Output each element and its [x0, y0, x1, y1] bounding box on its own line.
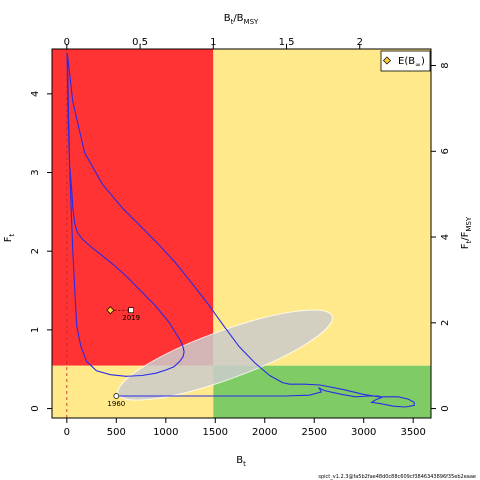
sustainable-zone [213, 365, 431, 418]
right-tick-label: 0 [440, 405, 451, 411]
marker-label-1960: 1960 [107, 400, 125, 408]
legend-diamond-icon [383, 56, 391, 65]
status-zones: 1960 2019 [52, 49, 431, 418]
x-tick-label: 1000 [153, 427, 178, 438]
right-tick-label: 2 [440, 320, 451, 326]
marker-1960 [113, 393, 120, 399]
x-tick-label: 3000 [351, 427, 376, 438]
top-axis-ticks: 0 0.5 1 1.5 2 [64, 37, 363, 49]
y-tick-label: 4 [30, 91, 41, 97]
x-tick-label: 0 [64, 427, 70, 438]
right-axis-label: Ft/FMSY [460, 216, 473, 249]
top-axis-label: Bt/BMSY [224, 13, 259, 26]
right-axis-ticks: 0 2 4 6 8 [431, 62, 451, 412]
right-tick-label: 6 [440, 148, 451, 154]
top-tick-label: 2 [357, 37, 363, 48]
top-tick-label: 1 [210, 37, 216, 48]
trajectory-series [66, 52, 415, 408]
x-tick-label: 1500 [203, 427, 228, 438]
marker-label-2019: 2019 [122, 314, 140, 322]
plot-frame [51, 48, 432, 419]
y-axis-ticks: 0 1 2 3 4 [30, 91, 52, 412]
y-tick-label: 3 [30, 169, 41, 175]
right-tick-label: 8 [440, 62, 451, 68]
y-tick-label: 2 [30, 248, 41, 254]
legend-label: E(B∞) [398, 56, 425, 69]
legend: E(B∞) [380, 50, 431, 72]
x-axis-ticks: 0 500 1000 1500 2000 2500 3000 3500 [64, 418, 426, 438]
y-tick-label: 0 [30, 405, 41, 411]
version-footer: spict_v1.2.3@fa5b2fae48d0c88c609cf384634… [318, 474, 476, 480]
legend-box [380, 50, 431, 72]
x-tick-label: 2000 [252, 427, 277, 438]
top-tick-label: 0 [64, 37, 70, 48]
marker-mean-biomass [106, 306, 115, 315]
x-tick-label: 3500 [400, 427, 425, 438]
markers-layer: 1960 2019 [106, 306, 140, 408]
x-axis-label: Bt [236, 455, 246, 468]
top-tick-label: 1.5 [279, 37, 295, 48]
marker-2019 [128, 307, 135, 314]
x-tick-label: 2500 [302, 427, 327, 438]
top-tick-label: 0.5 [132, 37, 148, 48]
x-tick-label: 500 [107, 427, 126, 438]
y-axis-label: Ft [3, 233, 16, 242]
y-tick-label: 1 [30, 327, 41, 333]
right-tick-label: 4 [440, 234, 451, 240]
